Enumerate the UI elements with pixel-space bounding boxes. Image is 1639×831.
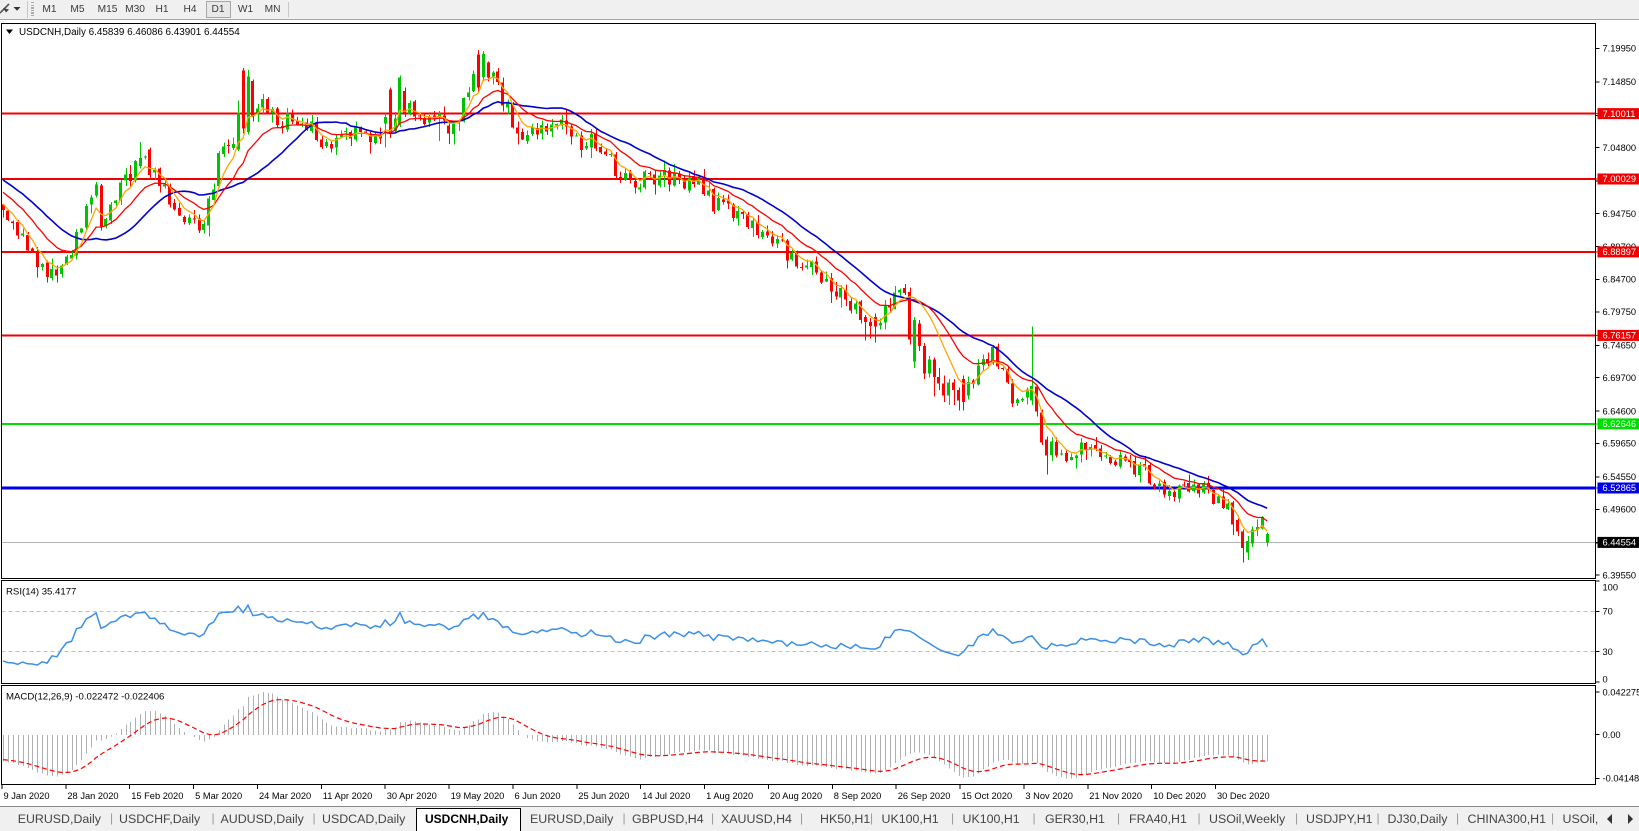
svg-text:6.44554: 6.44554 <box>1603 538 1637 548</box>
svg-text:30 Apr 2020: 30 Apr 2020 <box>387 791 437 801</box>
svg-text:1 Aug 2020: 1 Aug 2020 <box>706 791 753 801</box>
svg-text:6.49600: 6.49600 <box>1603 505 1637 515</box>
svg-text:100: 100 <box>1603 583 1619 593</box>
svg-text:RSI(14) 35.4177: RSI(14) 35.4177 <box>6 587 76 598</box>
svg-text:6.94750: 6.94750 <box>1603 209 1637 219</box>
svg-text:25 Jun 2020: 25 Jun 2020 <box>578 791 629 801</box>
svg-text:6.52865: 6.52865 <box>1603 483 1637 493</box>
svg-text:14 Jul 2020: 14 Jul 2020 <box>642 791 690 801</box>
svg-text:6.84700: 6.84700 <box>1603 275 1637 285</box>
svg-text:7.10011: 7.10011 <box>1603 109 1636 119</box>
svg-text:28 Jan 2020: 28 Jan 2020 <box>67 791 118 801</box>
svg-text:15 Feb 2020: 15 Feb 2020 <box>131 791 183 801</box>
svg-text:9 Jan 2020: 9 Jan 2020 <box>4 791 50 801</box>
svg-text:20 Aug 2020: 20 Aug 2020 <box>770 791 822 801</box>
svg-text:6.79750: 6.79750 <box>1603 307 1637 317</box>
svg-text:10 Dec 2020: 10 Dec 2020 <box>1153 791 1206 801</box>
svg-text:15 Oct 2020: 15 Oct 2020 <box>962 791 1013 801</box>
svg-text:6 Jun 2020: 6 Jun 2020 <box>515 791 561 801</box>
svg-text:6.74650: 6.74650 <box>1603 341 1637 351</box>
svg-text:6.76157: 6.76157 <box>1603 331 1637 341</box>
svg-text:6.59650: 6.59650 <box>1603 439 1637 449</box>
svg-text:6.64600: 6.64600 <box>1603 406 1637 416</box>
svg-text:3 Nov 2020: 3 Nov 2020 <box>1025 791 1073 801</box>
svg-text:7.04800: 7.04800 <box>1603 143 1637 153</box>
svg-text:MACD(12,26,9) -0.022472 -0.022: MACD(12,26,9) -0.022472 -0.022406 <box>6 692 164 703</box>
svg-text:30 Dec 2020: 30 Dec 2020 <box>1217 791 1270 801</box>
svg-text:-0.04148: -0.04148 <box>1603 774 1639 784</box>
svg-text:5 Mar 2020: 5 Mar 2020 <box>195 791 242 801</box>
svg-text:21 Nov 2020: 21 Nov 2020 <box>1089 791 1142 801</box>
svg-text:26 Sep 2020: 26 Sep 2020 <box>898 791 951 801</box>
svg-text:0: 0 <box>1603 675 1608 685</box>
svg-text:30: 30 <box>1603 647 1613 657</box>
svg-text:6.54550: 6.54550 <box>1603 472 1637 482</box>
svg-text:8 Sep 2020: 8 Sep 2020 <box>834 791 882 801</box>
svg-text:11 Apr 2020: 11 Apr 2020 <box>323 791 372 801</box>
svg-text:0.00: 0.00 <box>1603 730 1621 740</box>
svg-text:6.39550: 6.39550 <box>1603 570 1637 580</box>
svg-text:USDCNH,Daily 6.45839 6.46086: USDCNH,Daily 6.45839 6.46086 6.43901 6.4… <box>19 27 240 38</box>
svg-text:6.88897: 6.88897 <box>1603 247 1637 257</box>
svg-text:7.00029: 7.00029 <box>1603 174 1637 184</box>
svg-text:24 Mar 2020: 24 Mar 2020 <box>259 791 311 801</box>
svg-text:7.14850: 7.14850 <box>1603 77 1637 87</box>
svg-text:0.042275: 0.042275 <box>1603 687 1639 697</box>
svg-text:6.62646: 6.62646 <box>1603 419 1637 429</box>
svg-text:70: 70 <box>1603 607 1613 617</box>
svg-text:19 May 2020: 19 May 2020 <box>451 791 505 801</box>
svg-text:7.19950: 7.19950 <box>1603 44 1637 54</box>
svg-text:6.69700: 6.69700 <box>1603 373 1637 383</box>
